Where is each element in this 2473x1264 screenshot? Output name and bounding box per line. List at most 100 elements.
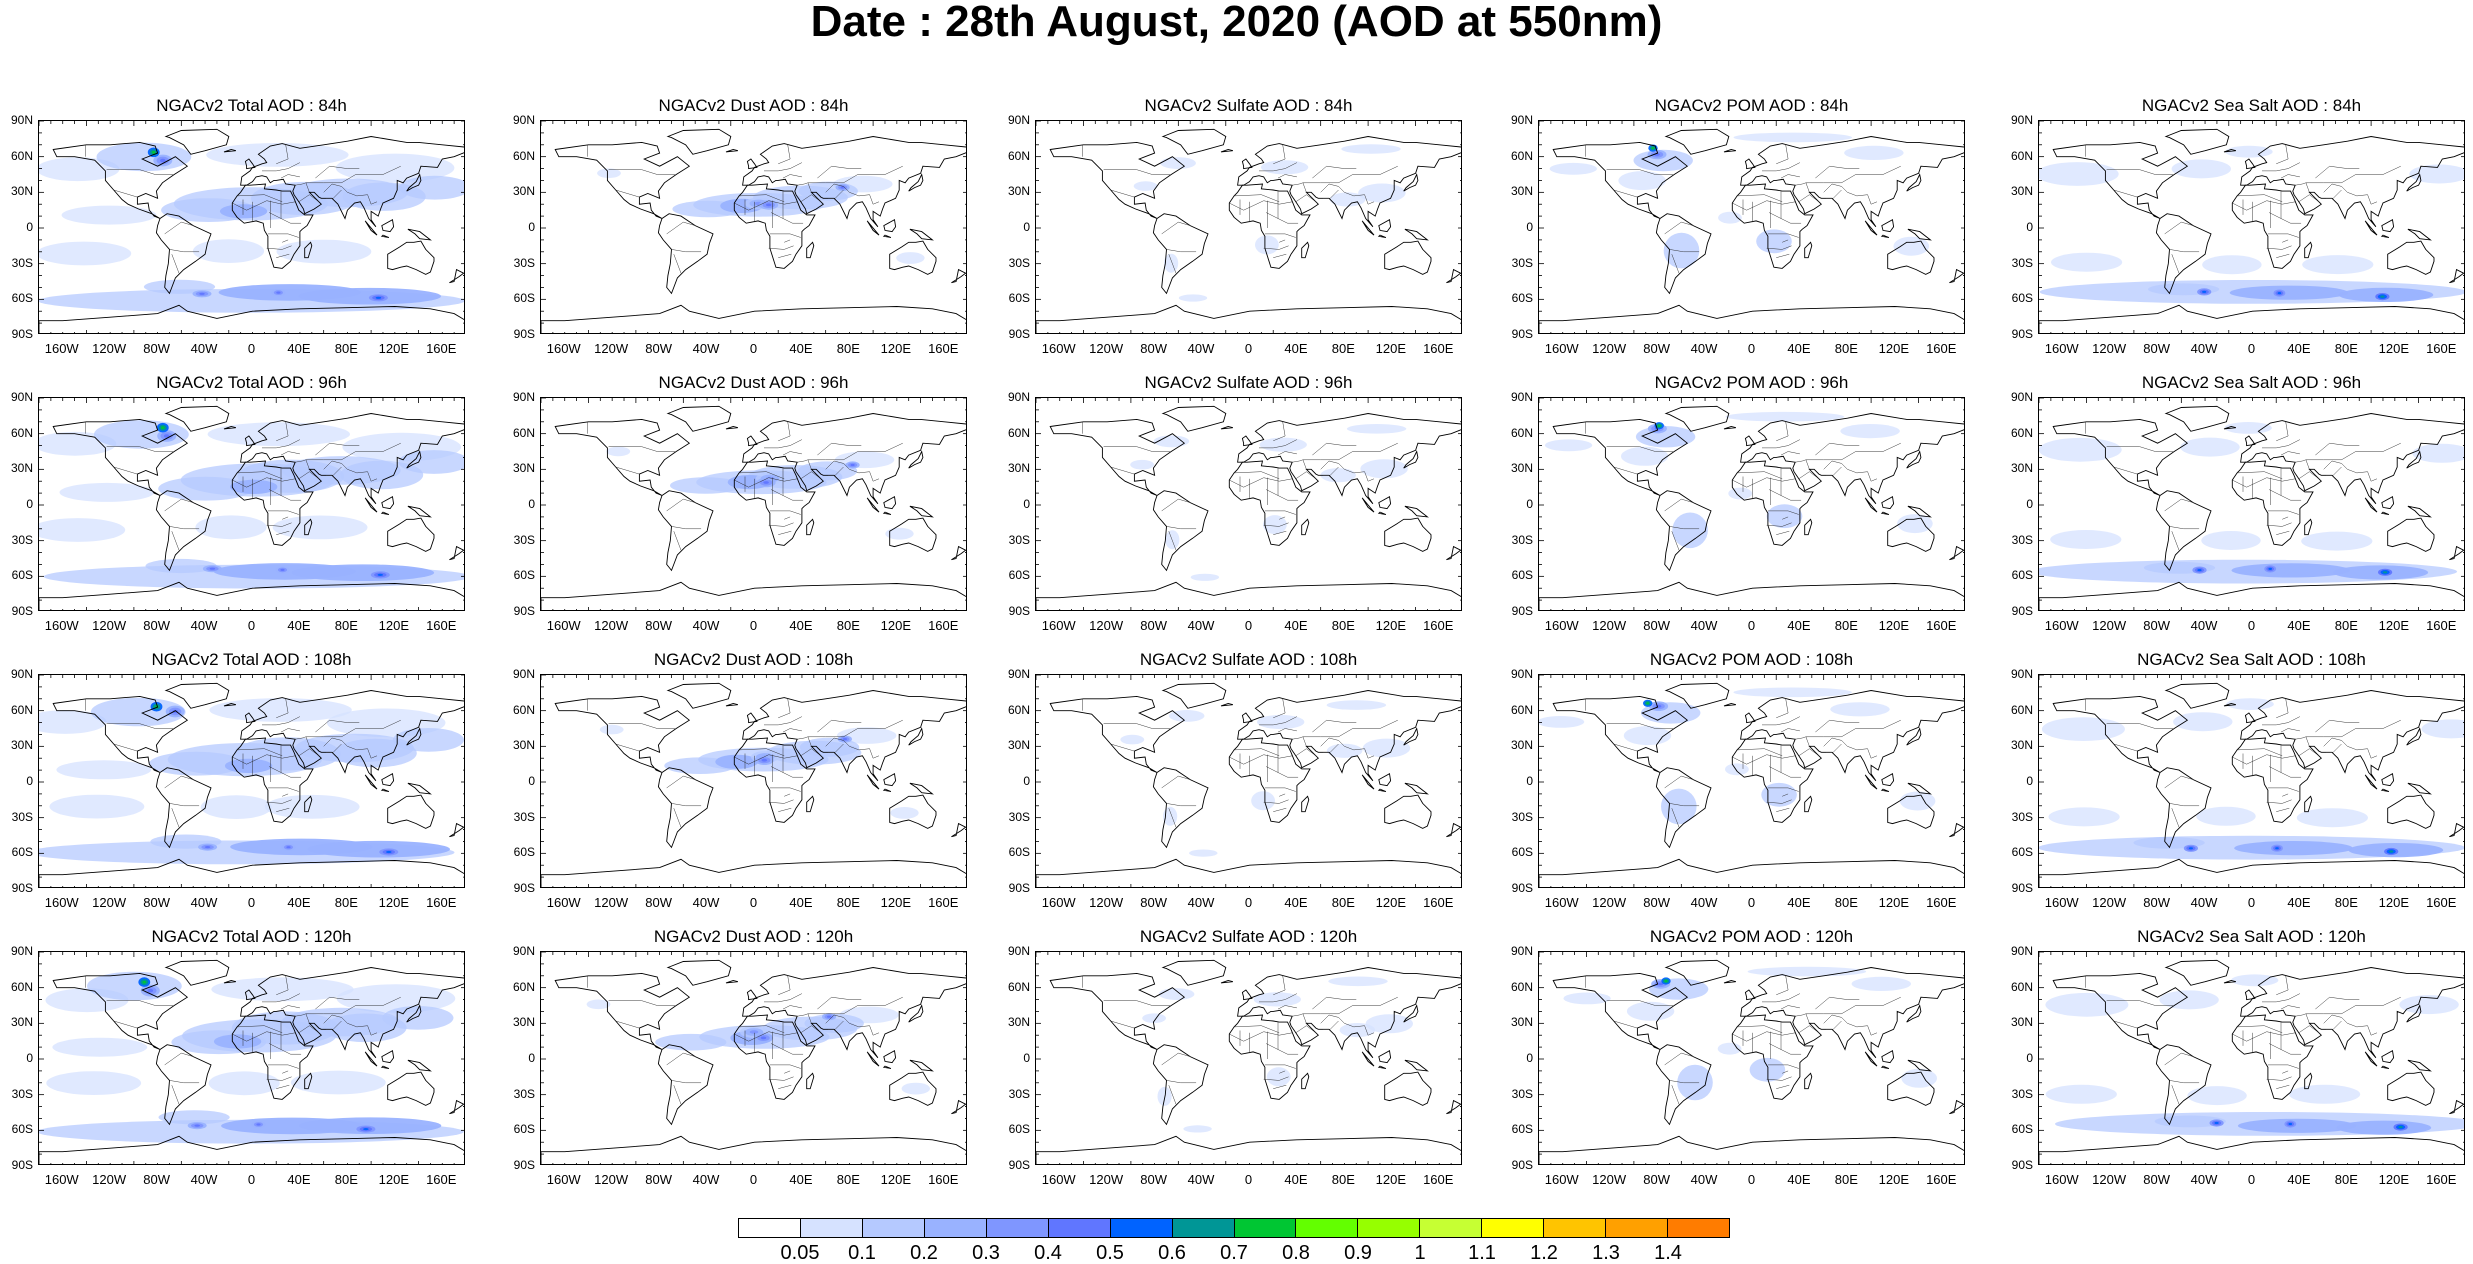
country-border — [1805, 996, 1901, 1015]
coastline — [554, 418, 691, 496]
country-border — [1823, 183, 1868, 197]
figure-title: Date : 28th August, 2020 (AOD at 550nm) — [810, 0, 1663, 46]
aod-contour — [209, 567, 216, 570]
coastline — [155, 490, 212, 572]
aod-contour — [2173, 712, 2233, 732]
country-border — [1732, 754, 1796, 765]
coastline — [155, 767, 212, 849]
longitude-label: 80E — [836, 895, 860, 910]
country-border — [1234, 471, 1280, 480]
longitude-label: 40E — [1787, 618, 1811, 633]
coastline — [2407, 1059, 2432, 1072]
longitude-label: 160E — [426, 1172, 457, 1187]
coastline — [1384, 517, 1432, 552]
latitude-label: 90N — [10, 667, 33, 681]
longitude-label: 80W — [645, 1172, 672, 1187]
country-border — [2268, 489, 2302, 501]
coastline — [1220, 149, 1234, 153]
country-border — [1805, 442, 1901, 461]
longitude-label: 160E — [426, 895, 457, 910]
longitude-label: 80E — [836, 618, 860, 633]
aod-field-map — [39, 675, 464, 887]
aod-contour — [335, 153, 455, 183]
country-border — [169, 249, 200, 253]
latitude-label: 90S — [513, 327, 535, 341]
panel-title: NGACv2 Sulfate AOD : 108h — [1139, 650, 1358, 669]
country-border — [807, 996, 903, 1015]
longitude-label: 80E — [1331, 618, 1355, 633]
aod-contour — [840, 186, 845, 189]
coastline — [2380, 511, 2390, 515]
longitude-label: 80W — [2143, 341, 2170, 356]
latitude-label: 30N — [2010, 184, 2033, 199]
coastline — [746, 712, 758, 724]
longitude-label: 160W — [44, 895, 79, 910]
coastline — [1036, 304, 1461, 333]
coastline — [380, 511, 390, 515]
coastline — [164, 405, 230, 432]
coastline — [1906, 173, 1922, 192]
country-border — [106, 446, 173, 452]
longitude-label: 40W — [692, 895, 720, 910]
longitude-label: 0 — [247, 1172, 256, 1187]
coastline — [2449, 545, 2464, 561]
aod-contour — [290, 1070, 386, 1095]
colorbar-tick-label: 0.7 — [1220, 1242, 1248, 1264]
aod-contour — [2039, 162, 2119, 186]
coastline — [1664, 128, 1730, 155]
longitude-label: 120E — [2378, 1172, 2410, 1187]
aod-field-map — [1036, 675, 1461, 887]
country-border — [295, 182, 310, 193]
country-border — [2113, 743, 2138, 752]
aod-contour — [1190, 573, 1220, 581]
longitude-label: 120E — [880, 618, 912, 633]
aod-contour — [1360, 459, 1408, 479]
country-border — [784, 1070, 791, 1074]
country-border — [1292, 182, 1307, 193]
country-border — [268, 212, 302, 224]
coastline — [1804, 241, 1813, 259]
country-border — [2171, 254, 2180, 274]
latitude-label: 0 — [528, 1051, 535, 1065]
aod-contour — [1840, 424, 1900, 439]
aod-contour — [2154, 1115, 2226, 1128]
country-border — [1234, 748, 1280, 757]
latitude-label: 30N — [10, 184, 33, 199]
country-border — [1320, 1014, 1365, 1028]
country-border — [1166, 803, 1197, 807]
country-border — [1798, 1025, 1820, 1033]
aod-contour — [1618, 171, 1666, 191]
latitude-label: 60S — [11, 1122, 33, 1137]
country-border — [1795, 736, 1810, 747]
aod-contour — [2399, 995, 2459, 1015]
country-border — [769, 787, 801, 792]
longitude-label: 160W — [546, 1172, 581, 1187]
country-border — [807, 719, 903, 738]
country-border — [1768, 766, 1802, 778]
country-border — [817, 996, 862, 1010]
coastline — [244, 435, 256, 447]
aod-contour — [2336, 1120, 2432, 1135]
country-border — [1664, 221, 1694, 235]
coastline — [2155, 213, 2212, 295]
latitude-label: 0 — [2026, 220, 2033, 234]
latitude-label: 90N — [10, 113, 33, 127]
country-border — [2276, 530, 2290, 535]
country-border — [1671, 1085, 1680, 1105]
longitude-label: 160W — [2044, 1172, 2079, 1187]
latitude-label: 60S — [1511, 291, 1533, 306]
longitude-label: 0 — [1747, 618, 1756, 633]
longitude-label: 160W — [2044, 618, 2079, 633]
colorbar-tick-label: 1.3 — [1592, 1242, 1620, 1264]
coastline — [909, 1059, 934, 1072]
longitude-label: 160E — [2426, 618, 2457, 633]
country-border — [1265, 212, 1299, 224]
country-border — [323, 1014, 368, 1028]
coastline — [1804, 1072, 1813, 1090]
country-border — [1110, 743, 1135, 752]
longitude-label: 120W — [1592, 1172, 1627, 1187]
longitude-label: 120E — [2378, 895, 2410, 910]
coastline — [155, 213, 212, 295]
longitude-label: 120E — [1878, 341, 1910, 356]
longitude-label: 160E — [928, 618, 959, 633]
